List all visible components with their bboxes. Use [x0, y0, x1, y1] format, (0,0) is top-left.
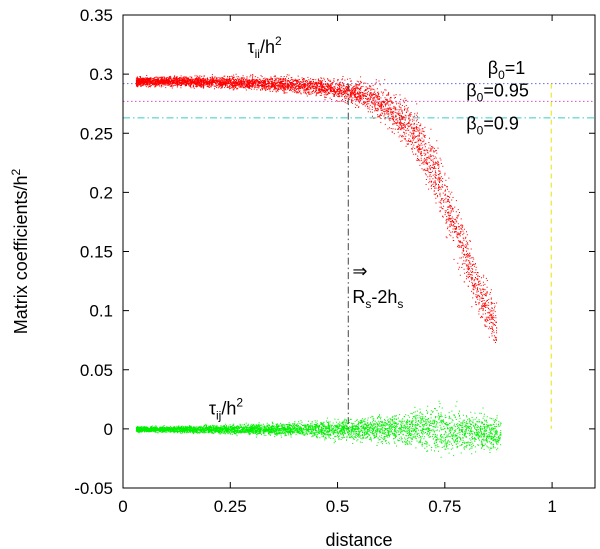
annotation-text: Rs-2hs — [352, 287, 403, 311]
y-tick-label: 0.15 — [80, 243, 113, 262]
series-0-points — [135, 73, 498, 343]
beta-label-1: β0=0.95 — [466, 81, 529, 105]
series-0-dots — [135, 73, 498, 343]
scatter-points — [135, 73, 502, 458]
series-label-1: τij/h2 — [209, 396, 243, 423]
x-axis-label: distance — [325, 530, 392, 549]
y-tick-label: 0 — [104, 420, 113, 439]
y-tick-label: 0.05 — [80, 361, 113, 380]
x-tick-label: 0.25 — [214, 497, 247, 516]
beta-label-2: β0=0.9 — [466, 114, 519, 138]
y-tick-label: 0.3 — [89, 65, 113, 84]
x-tick-label: 0.75 — [428, 497, 461, 516]
chart-labels: distance Matrix coefficients/h2 τii/h2 τij/… — [9, 34, 529, 549]
series-label-0: τii/h2 — [248, 34, 282, 61]
y-tick-label: 0.1 — [89, 302, 113, 321]
beta-label-0: β0=1 — [488, 58, 526, 82]
series-1-dots — [135, 400, 502, 458]
x-tick-label: 1 — [547, 497, 556, 516]
x-tick-label: 0.5 — [326, 497, 350, 516]
y-tick-label: 0.25 — [80, 124, 113, 143]
y-axis-label: Matrix coefficients/h2 — [9, 168, 31, 334]
annotation-arrow: ⇒ — [352, 261, 367, 281]
axis-ticks: 0 0.25 0.5 0.75 1 -0.05 0 0.05 0.1 0.15 0.2 0.25 0.3… — [74, 6, 595, 516]
y-tick-label: -0.05 — [74, 479, 113, 498]
y-tick-label: 0.35 — [80, 6, 113, 25]
y-tick-label: 0.2 — [89, 183, 113, 202]
vertical-lines — [347, 83, 552, 429]
x-tick-label: 0 — [118, 497, 127, 516]
series-1-points — [135, 400, 502, 458]
